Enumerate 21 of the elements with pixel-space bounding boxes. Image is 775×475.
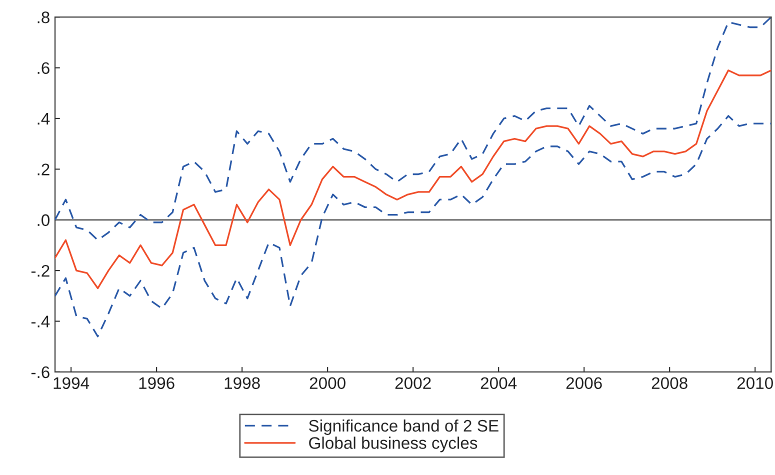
x-tick-label: 2000	[310, 377, 346, 390]
line-series	[55, 115, 772, 338]
y-tick-label: -.2	[31, 264, 50, 277]
y-tick-label: -.6	[31, 366, 50, 378]
y-tick-label: .0	[38, 214, 50, 226]
line-series	[55, 69, 772, 290]
x-tick-label: 2010	[737, 377, 773, 390]
legend-label: Global business cycles	[309, 436, 478, 452]
x-tick-label: 1998	[224, 377, 260, 390]
x-tick-label: 1994	[54, 377, 90, 390]
x-tick-label: 2008	[652, 377, 688, 390]
x-tick-label: 2004	[480, 377, 517, 390]
y-tick-label: -.4	[31, 316, 50, 328]
y-tick-label: .2	[38, 164, 50, 176]
x-tick-label: 2006	[566, 377, 602, 390]
y-tick-label: .4	[38, 113, 50, 125]
x-tick-label: 1996	[139, 377, 174, 390]
legend-label: Significance band of 2 SE	[308, 419, 498, 435]
x-tick-label: 2002	[395, 377, 431, 390]
y-tick-label: .6	[38, 62, 50, 74]
y-tick-label: .8	[38, 12, 50, 24]
